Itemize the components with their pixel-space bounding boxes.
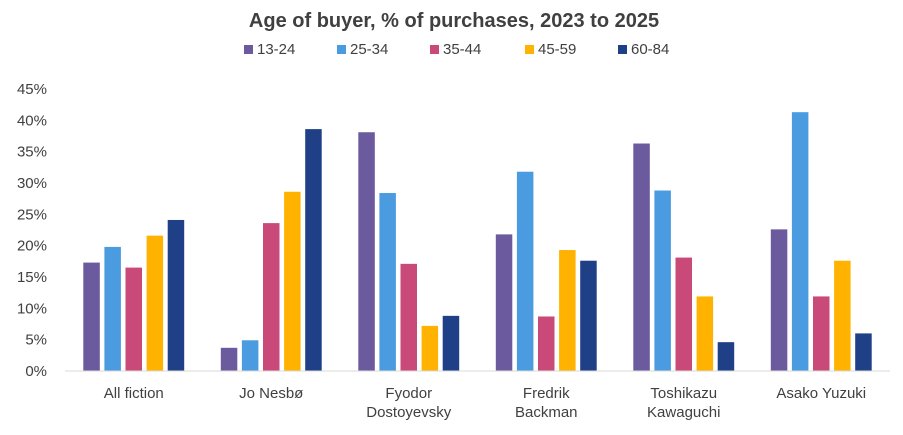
- bars: [83, 112, 872, 371]
- bar: [125, 267, 142, 371]
- bar: [559, 250, 576, 371]
- legend-label: 13-24: [257, 41, 295, 58]
- category-label: Fredrik Backman: [515, 385, 578, 421]
- legend: 13-24 25-34 35-44 45-59 60-84: [244, 41, 669, 58]
- y-tick-label: 10%: [17, 300, 47, 317]
- category-label: Fyodor Dostoyevsky: [366, 385, 452, 421]
- bar: [358, 132, 375, 371]
- bar: [516, 171, 534, 371]
- bar: [442, 315, 460, 371]
- legend-swatch: [244, 45, 253, 54]
- bar: [855, 333, 872, 371]
- category-label: Asako Yuzuki: [776, 385, 866, 402]
- legend-swatch: [618, 45, 627, 54]
- legend-label: 25-34: [350, 41, 388, 58]
- legend-label: 60-84: [631, 41, 669, 58]
- x-axis: All fiction Jo Nesbø Fyodor Dostoyevsky Fred…: [104, 385, 866, 421]
- bar: [580, 260, 597, 371]
- bar: [284, 191, 301, 371]
- y-tick-label: 45%: [17, 81, 47, 98]
- bar: [675, 257, 692, 371]
- y-tick-label: 35%: [17, 144, 47, 161]
- y-tick-label: 0%: [25, 363, 47, 380]
- bar: [167, 219, 185, 371]
- legend-item: 25-34: [337, 41, 388, 58]
- legend-label: 35-44: [443, 41, 481, 58]
- y-tick-label: 5%: [25, 332, 47, 349]
- y-tick-label: 20%: [17, 238, 47, 255]
- bar: [717, 342, 735, 371]
- bar: [834, 260, 851, 371]
- y-tick-label: 25%: [17, 206, 47, 223]
- bar: [263, 223, 280, 371]
- category-label: Toshikazu Kawaguchi: [647, 385, 720, 421]
- bar: [146, 235, 164, 371]
- legend-swatch: [337, 45, 346, 54]
- bar: [421, 325, 439, 371]
- bar: [696, 296, 714, 371]
- bar: [495, 234, 513, 371]
- bar: [813, 296, 830, 371]
- bar: [379, 193, 396, 371]
- y-tick-label: 40%: [17, 112, 47, 129]
- chart-title: Age of buyer, % of purchases, 2023 to 20…: [249, 10, 659, 32]
- bar: [791, 112, 809, 371]
- bar: [220, 347, 238, 371]
- bar: [633, 143, 650, 371]
- bar: [104, 246, 121, 371]
- bar: [305, 129, 322, 371]
- bar: [770, 229, 788, 371]
- legend-item: 45-59: [525, 41, 576, 58]
- category-label: All fiction: [104, 385, 164, 402]
- legend-item: 60-84: [618, 41, 669, 58]
- legend-item: 13-24: [244, 41, 295, 58]
- y-tick-label: 30%: [17, 175, 47, 192]
- bar: [538, 316, 555, 371]
- y-axis: 0% 5% 10% 15% 20% 25% 30% 35% 40% 45%: [17, 81, 47, 380]
- category-label: Jo Nesbø: [239, 385, 303, 402]
- legend-label: 45-59: [538, 41, 576, 58]
- legend-swatch: [525, 45, 534, 54]
- bar: [83, 262, 100, 371]
- legend-item: 35-44: [430, 41, 481, 58]
- legend-swatch: [430, 45, 439, 54]
- bar: [400, 263, 417, 371]
- bar: [654, 190, 671, 371]
- bar: [241, 340, 259, 371]
- y-tick-label: 15%: [17, 269, 47, 286]
